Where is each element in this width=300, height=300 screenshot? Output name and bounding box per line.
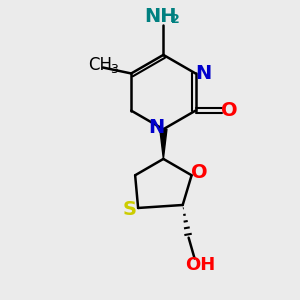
Text: CH: CH	[88, 56, 112, 74]
Text: N: N	[195, 64, 211, 83]
Text: 2: 2	[171, 13, 180, 26]
Text: 3: 3	[110, 63, 118, 76]
Text: N: N	[148, 118, 164, 137]
Text: O: O	[221, 101, 238, 120]
Text: OH: OH	[185, 256, 216, 274]
Polygon shape	[160, 129, 167, 159]
Text: NH: NH	[144, 7, 177, 26]
Text: O: O	[191, 164, 207, 182]
Text: S: S	[123, 200, 137, 219]
